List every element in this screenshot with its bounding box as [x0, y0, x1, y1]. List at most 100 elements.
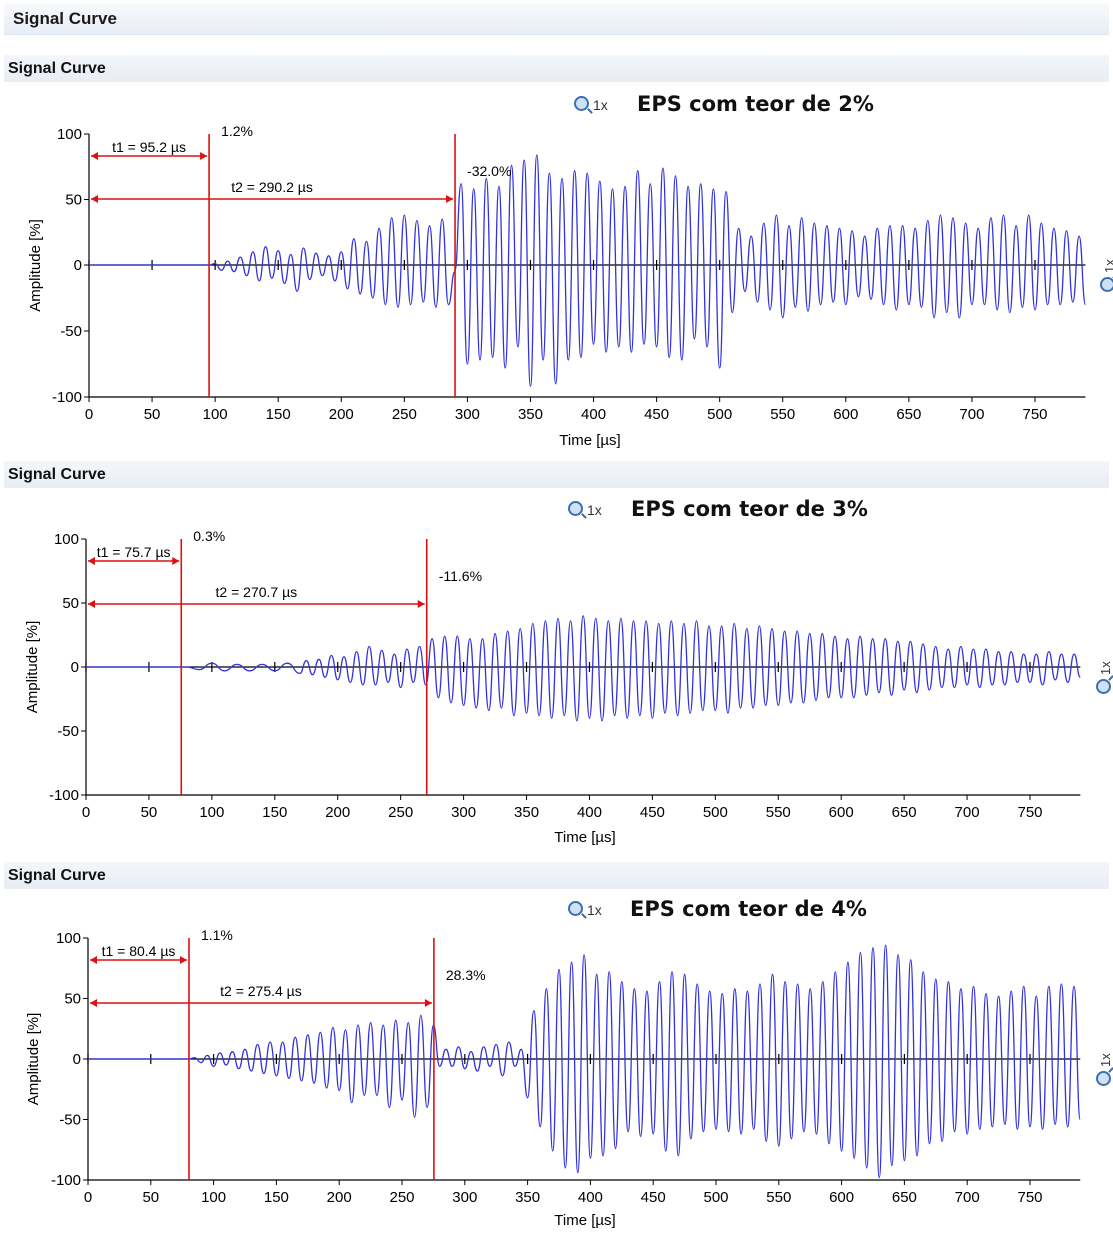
arrow-head-right [179, 956, 187, 964]
x-tick-label: 500 [703, 804, 728, 821]
marker-label-t1: t1 = 75.7 µs [97, 544, 171, 560]
y-tick-label: 50 [65, 192, 82, 209]
marker-value-t2: -32.0% [467, 163, 511, 179]
x-tick-label: 200 [325, 804, 350, 821]
x-tick-label: 450 [640, 804, 665, 821]
arrow-head-left [90, 999, 97, 1007]
marker-value-t2: -11.6% [439, 568, 482, 584]
x-tick-label: 150 [262, 804, 287, 821]
x-axis-label: Time [µs] [559, 432, 620, 449]
x-tick-label: 150 [264, 1189, 289, 1206]
arrow-head-right [172, 557, 180, 565]
x-axis-label: Time [µs] [554, 829, 615, 846]
x-tick-label: 550 [766, 1189, 791, 1206]
arrow-head-left [88, 600, 95, 608]
y-tick-label: 100 [54, 531, 79, 548]
arrow-head-right [417, 600, 425, 608]
x-tick-label: 600 [829, 804, 854, 821]
x-tick-label: 250 [388, 804, 413, 821]
section-header-2: Signal Curve [4, 461, 1109, 488]
x-tick-label: 0 [82, 804, 90, 821]
x-tick-label: 400 [577, 804, 602, 821]
x-tick-label: 300 [455, 406, 480, 423]
y-tick-label: 50 [62, 595, 79, 612]
x-tick-label: 450 [644, 406, 669, 423]
y-tick-label: -100 [49, 787, 79, 804]
x-axis-label: Time [µs] [554, 1212, 615, 1229]
zoom-control-3[interactable]: 1x [568, 901, 602, 918]
x-tick-label: 350 [515, 1189, 540, 1206]
marker-value-t1: 0.3% [193, 528, 225, 544]
signal-line [88, 944, 1081, 1179]
section-header-3: Signal Curve [4, 862, 1109, 889]
x-tick-label: 300 [452, 1189, 477, 1206]
window-title: Signal Curve [13, 9, 117, 28]
x-tick-label: 400 [578, 1189, 603, 1206]
arrow-head-left [88, 557, 95, 565]
zoom-label-1: 1x [593, 97, 608, 113]
zoom-in-icon [568, 501, 583, 516]
x-tick-label: 550 [770, 406, 795, 423]
x-tick-label: 600 [829, 1189, 854, 1206]
x-tick-label: 750 [1017, 804, 1042, 821]
x-tick-label: 650 [892, 804, 917, 821]
section-title-1: Signal Curve [8, 60, 106, 77]
x-tick-label: 500 [707, 406, 732, 423]
x-tick-label: 450 [641, 1189, 666, 1206]
x-tick-label: 700 [955, 1189, 980, 1206]
arrow-head-left [91, 195, 98, 203]
marker-value-t1: 1.1% [201, 927, 233, 943]
arrow-head-left [90, 956, 97, 964]
y-tick-label: 0 [74, 257, 82, 274]
x-tick-label: 750 [1022, 406, 1047, 423]
x-tick-label: 650 [896, 406, 921, 423]
y-tick-label: -100 [51, 1172, 81, 1189]
chart-title-1: EPS com teor de 2% [637, 92, 874, 116]
marker-label-t2: t2 = 290.2 µs [231, 179, 313, 195]
section-header-1: Signal Curve [4, 55, 1109, 82]
x-tick-label: 100 [203, 406, 228, 423]
x-tick-label: 750 [1017, 1189, 1042, 1206]
zoom-control-1[interactable]: 1x [574, 96, 608, 113]
signal-line [88, 154, 1087, 388]
zoom-in-icon [574, 96, 589, 111]
marker-label-t1: t1 = 80.4 µs [102, 943, 176, 959]
zoom-label-2: 1x [587, 502, 602, 518]
marker-label-t2: t2 = 270.7 µs [216, 584, 298, 600]
y-tick-label: 0 [71, 659, 79, 676]
x-tick-label: 700 [955, 804, 980, 821]
marker-label-t2: t2 = 275.4 µs [220, 983, 302, 999]
x-tick-label: 0 [84, 1189, 92, 1206]
x-tick-label: 300 [451, 804, 476, 821]
x-tick-label: 700 [959, 406, 984, 423]
x-tick-label: 550 [766, 804, 791, 821]
x-tick-label: 250 [392, 406, 417, 423]
x-tick-label: 200 [327, 1189, 352, 1206]
marker-label-t1: t1 = 95.2 µs [112, 139, 186, 155]
x-tick-label: 500 [703, 1189, 728, 1206]
zoom-control-2[interactable]: 1x [568, 501, 602, 518]
y-tick-label: 50 [64, 991, 81, 1008]
x-tick-label: 100 [201, 1189, 226, 1206]
y-tick-label: -50 [59, 1112, 81, 1129]
section-title-2: Signal Curve [8, 466, 106, 483]
chart-title-3: EPS com teor de 4% [630, 897, 867, 921]
x-tick-label: 600 [833, 406, 858, 423]
x-tick-label: 150 [266, 406, 291, 423]
signal-line [85, 615, 1081, 722]
x-tick-label: 50 [144, 406, 161, 423]
y-tick-label: -100 [52, 389, 82, 406]
x-tick-label: 250 [389, 1189, 414, 1206]
arrow-head-right [424, 999, 432, 1007]
x-tick-label: 650 [892, 1189, 917, 1206]
zoom-label-3: 1x [587, 902, 602, 918]
x-tick-label: 400 [581, 406, 606, 423]
y-tick-label: 100 [56, 930, 81, 947]
window-header: Signal Curve [4, 4, 1109, 35]
y-tick-label: -50 [60, 323, 82, 340]
y-tick-label: -50 [57, 723, 79, 740]
arrow-head-right [446, 195, 454, 203]
